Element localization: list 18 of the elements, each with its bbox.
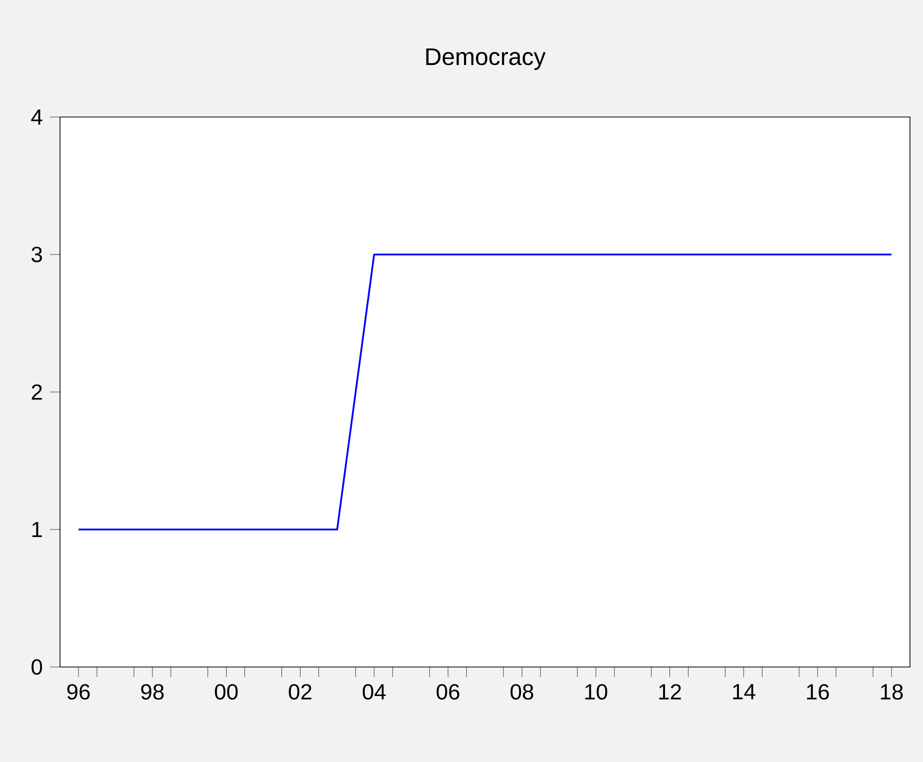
x-tick-label: 04 <box>362 684 386 700</box>
chart-title: Democracy <box>426 48 546 70</box>
x-tick-label: 18 <box>880 684 903 700</box>
x-tick-label: 08 <box>510 684 534 700</box>
y-tick-label: 1 <box>32 522 42 538</box>
x-tick-label: 06 <box>436 684 460 700</box>
y-tick-label: 4 <box>31 109 42 125</box>
y-tick-label: 3 <box>32 246 42 262</box>
x-tick-label: 10 <box>585 684 608 700</box>
y-tick-label: 2 <box>32 384 42 400</box>
x-tick-label: 16 <box>807 684 829 700</box>
x-tick-label: 12 <box>659 684 681 700</box>
y-tick-label: 0 <box>32 659 42 675</box>
x-tick-label: 14 <box>733 684 756 700</box>
x-tick-label: 02 <box>288 684 312 700</box>
x-tick-label: 96 <box>67 684 90 700</box>
x-tick-label: 98 <box>141 684 164 700</box>
x-tick-label: 00 <box>214 684 238 700</box>
